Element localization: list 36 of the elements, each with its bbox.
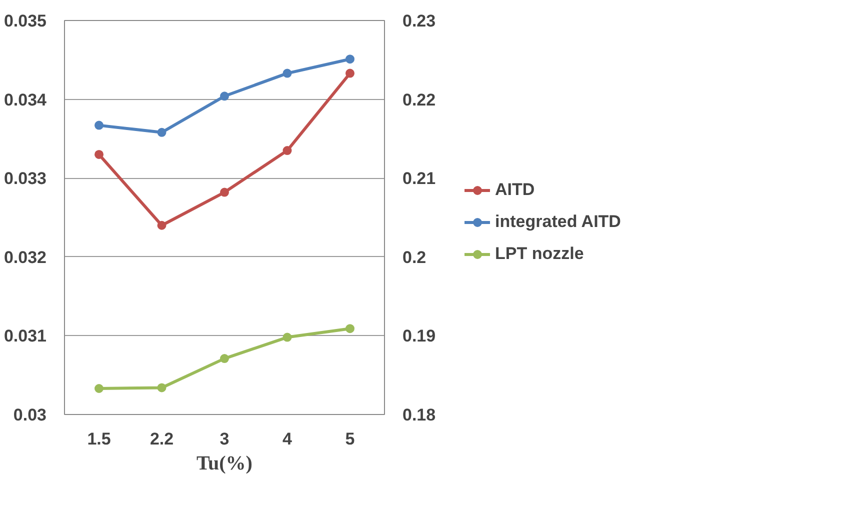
y2-tick-label: 0.21	[402, 169, 436, 188]
point	[345, 54, 354, 64]
y-tick-label: 0.03	[13, 406, 47, 424]
point	[94, 150, 104, 159]
y2-tick-label: 0.22	[402, 90, 436, 110]
point	[282, 68, 292, 78]
y-tick-label: 0.032	[4, 248, 47, 267]
point	[220, 188, 229, 197]
point	[157, 128, 166, 137]
point	[94, 120, 104, 130]
point	[345, 68, 354, 78]
legend-label: LPT nozzle	[495, 244, 584, 264]
y-tick-label: 0.033	[4, 169, 47, 188]
y2-tick-label: 0.18	[402, 406, 436, 424]
legend-label: AITD	[495, 180, 535, 200]
y-tick-label: 0.034	[4, 90, 48, 110]
point	[345, 324, 354, 334]
y2-tick-label: 0.23	[402, 12, 436, 30]
x-tick-label: 1.5	[87, 430, 111, 448]
point	[94, 384, 104, 393]
x-tick-label: 5	[345, 430, 355, 448]
x-tick-label: 2.2	[150, 430, 174, 448]
x-tick-label: 3	[220, 430, 230, 448]
point	[282, 146, 292, 156]
x-tick-label: 4	[282, 430, 293, 448]
point	[220, 92, 229, 101]
x-axis-title: Tu(%)	[196, 452, 252, 474]
point	[157, 220, 166, 230]
legend-label: integrated AITD	[495, 212, 621, 232]
y-tick-label: 0.031	[4, 326, 47, 346]
y2-tick-label: 0.2	[402, 248, 426, 267]
y2-tick-label: 0.19	[402, 326, 436, 346]
point	[157, 383, 166, 392]
point	[282, 332, 292, 342]
point	[220, 354, 229, 364]
y-tick-label: 0.035	[4, 12, 47, 30]
